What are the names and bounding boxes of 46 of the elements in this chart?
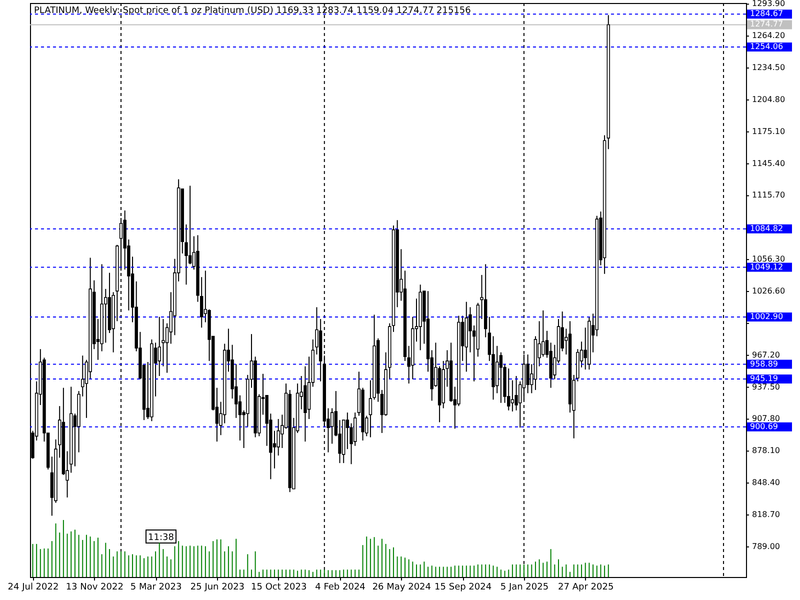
- ref-line-label: 900.69: [750, 422, 778, 431]
- candlestick: [496, 345, 499, 394]
- x-tick-label: 24 Jul 2022: [8, 582, 59, 592]
- x-tick-label: 15 Sep 2024: [434, 582, 492, 592]
- ref-line-label: 945.19: [750, 374, 778, 384]
- ref-line-label: 1002.90: [750, 312, 784, 321]
- ref-line-label: 1284.67: [750, 9, 784, 18]
- y-tick-label: 1115.70: [752, 190, 786, 200]
- y-tick-label: 1056.30: [752, 254, 786, 264]
- candlestick: [507, 368, 510, 411]
- x-tick-label: 5 Mar 2023: [130, 582, 182, 592]
- y-tick-label: 1026.60: [752, 286, 786, 296]
- y-tick-label: 967.20: [752, 350, 780, 360]
- ref-line-label: 1084.82: [750, 224, 784, 233]
- ref-line-label: 1049.12: [750, 262, 784, 272]
- y-tick-label: 1264.20: [752, 31, 786, 40]
- chart-title: PLATINUM, Weekly: Spot price of 1 oz Platinum (USD) 1169.33 1283.74 1159.04 1274.77 215156: [34, 6, 472, 16]
- candlestick: [188, 185, 192, 265]
- candlestick: [276, 418, 280, 456]
- y-tick-label: 937.50: [752, 382, 780, 392]
- ref-line-label: 1274.77: [750, 20, 784, 29]
- candlestick: [158, 316, 161, 376]
- annotation: 11:38: [148, 533, 174, 543]
- x-tick-label: 5 Jan 2025: [500, 582, 549, 592]
- y-tick-label: 878.10: [752, 446, 780, 456]
- y-tick-label: 1293.90: [752, 0, 786, 8]
- candlestick: [526, 354, 530, 394]
- candlestick: [499, 352, 503, 404]
- y-tick-label: 848.40: [752, 478, 780, 488]
- ref-line-label: 958.89: [750, 359, 778, 368]
- candlestick: [510, 380, 514, 412]
- x-tick-label: 26 May 2024: [372, 582, 432, 592]
- x-tick-label: 15 Oct 2023: [251, 582, 307, 592]
- y-tick-label: 1204.80: [752, 94, 786, 104]
- y-tick-label: 818.70: [752, 510, 780, 519]
- y-tick-label: 789.00: [752, 542, 780, 551]
- candlestick: [330, 408, 334, 444]
- x-tick-label: 25 Jun 2023: [190, 582, 245, 592]
- y-tick-label: 1145.40: [752, 158, 786, 168]
- x-tick-label: 4 Feb 2024: [315, 582, 366, 592]
- y-tick-label: 1175.10: [752, 126, 786, 136]
- y-tick-label: 907.80: [752, 414, 780, 424]
- ref-line-label: 1254.06: [750, 42, 784, 52]
- y-tick-label: 1234.50: [752, 63, 786, 72]
- x-tick-label: 27 Apr 2025: [558, 582, 614, 592]
- x-tick-label: 13 Nov 2022: [66, 582, 124, 592]
